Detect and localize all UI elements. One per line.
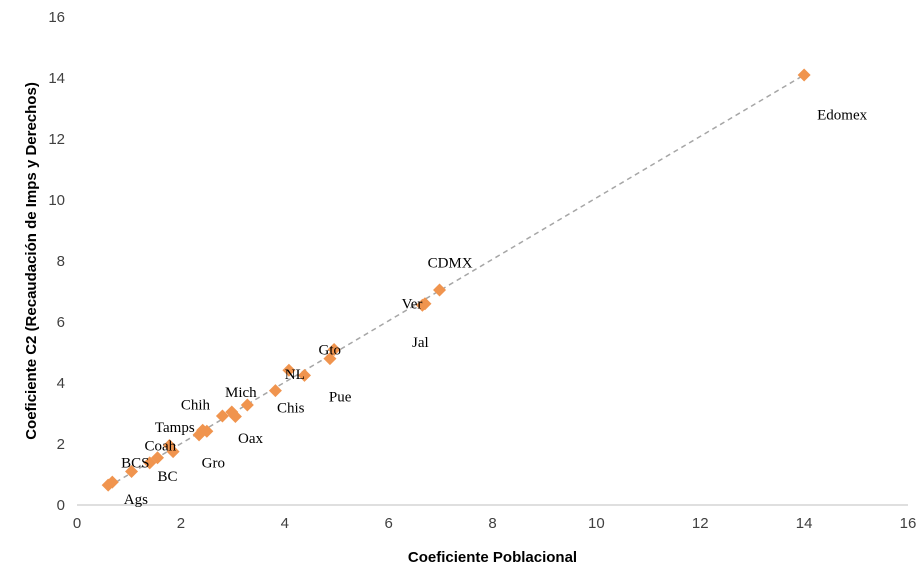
point-label: BCS [121, 455, 149, 471]
x-tick-label: 4 [281, 515, 289, 532]
x-axis-title: Coeficiente Poblacional [408, 549, 577, 566]
data-point [297, 368, 311, 382]
data-point [797, 68, 811, 82]
y-tick-label: 8 [57, 253, 65, 270]
point-labels: Edomex CDMX Ver Jal Gto NL Pue Mich Chis Chih Tamp… [121, 108, 867, 508]
data-point [327, 342, 341, 356]
data-point [433, 283, 447, 297]
point-label: Chih [181, 397, 211, 413]
data-point [282, 363, 296, 377]
y-tick-label: 10 [48, 192, 65, 209]
point-label: Tamps [155, 420, 195, 436]
data-point [200, 424, 214, 438]
y-axis-title: Coeficiente C2 (Recaudación de Imps y De… [23, 82, 40, 440]
point-label: Pue [329, 390, 352, 406]
point-label: CDMX [428, 256, 473, 272]
x-tick-label: 16 [900, 515, 917, 532]
x-tick-label: 12 [692, 515, 709, 532]
x-tick-labels: 0 2 4 6 8 10 12 14 16 [73, 515, 917, 532]
y-tick-label: 16 [48, 9, 65, 26]
y-tick-label: 2 [57, 436, 65, 453]
x-tick-label: 6 [384, 515, 392, 532]
data-point [228, 410, 242, 424]
point-label: Ags [124, 492, 148, 508]
y-tick-label: 0 [57, 497, 65, 514]
y-tick-label: 6 [57, 314, 65, 331]
point-label: Oax [238, 431, 263, 447]
data-point [323, 352, 337, 366]
data-point [268, 384, 282, 398]
point-label: Ver [402, 297, 423, 313]
data-point [125, 464, 139, 478]
x-tick-label: 2 [177, 515, 185, 532]
point-label: NL [285, 367, 305, 383]
point-label: Mich [225, 385, 257, 401]
data-point [166, 445, 180, 459]
point-label: BC [158, 469, 178, 485]
data-point [418, 297, 432, 311]
point-label: Gto [319, 342, 342, 358]
point-label: Chis [277, 400, 305, 416]
point-label: Coah [145, 439, 177, 455]
data-point [151, 451, 165, 465]
data-point [215, 409, 229, 423]
x-tick-label: 0 [73, 515, 81, 532]
point-label: Jal [412, 335, 429, 351]
x-tick-label: 10 [588, 515, 605, 532]
y-tick-label: 4 [57, 375, 65, 392]
data-point [105, 475, 119, 489]
data-point [240, 398, 254, 412]
data-points [101, 68, 811, 492]
y-tick-label: 14 [48, 70, 65, 87]
point-label: Edomex [817, 108, 867, 124]
point-label: Gro [202, 455, 225, 471]
trendline [107, 74, 805, 488]
y-tick-label: 12 [48, 131, 65, 148]
x-tick-label: 8 [488, 515, 496, 532]
y-tick-labels: 0 2 4 6 8 10 12 14 16 [48, 9, 65, 514]
x-tick-label: 14 [796, 515, 813, 532]
